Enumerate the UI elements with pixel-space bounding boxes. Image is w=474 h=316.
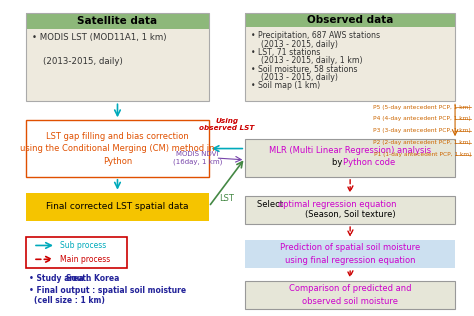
Text: Main process: Main process	[61, 255, 111, 264]
Bar	[26, 13, 209, 29]
Text: P3 (3-day antecedent PCP, 1 km): P3 (3-day antecedent PCP, 1 km)	[373, 128, 471, 133]
Bar	[245, 13, 455, 101]
Text: LST: LST	[219, 194, 235, 203]
Text: (cell size : 1 km): (cell size : 1 km)	[34, 296, 105, 306]
Text: Python code: Python code	[343, 158, 395, 167]
Text: LST gap filling and bias correction
using the Conditional Merging (CM) method in: LST gap filling and bias correction usin…	[20, 131, 215, 166]
Text: P1 (1-day antecedent PCP, 1 km): P1 (1-day antecedent PCP, 1 km)	[374, 152, 471, 157]
Text: (Season, Soil texture): (Season, Soil texture)	[305, 210, 395, 219]
Bar	[245, 13, 455, 27]
Text: MODIS NDVI
(16day, 1 km): MODIS NDVI (16day, 1 km)	[173, 151, 222, 165]
Text: P4 (4-day antecedent PCP, 1 km): P4 (4-day antecedent PCP, 1 km)	[373, 117, 471, 121]
Text: • LST, 71 stations: • LST, 71 stations	[251, 48, 320, 57]
Text: (2013-2015, daily): (2013-2015, daily)	[32, 58, 122, 66]
Bar	[245, 196, 455, 224]
Text: • Precipitation, 687 AWS stations: • Precipitation, 687 AWS stations	[251, 31, 380, 40]
Text: Observed data: Observed data	[307, 15, 393, 25]
Text: (2013 - 2015, daily): (2013 - 2015, daily)	[251, 40, 337, 49]
Text: MLR (Multi Linear Regression) analysis: MLR (Multi Linear Regression) analysis	[269, 146, 431, 155]
Text: • Soil map (1 km): • Soil map (1 km)	[251, 82, 320, 90]
Text: (2013 - 2015, daily, 1 km): (2013 - 2015, daily, 1 km)	[251, 56, 362, 65]
Text: • MODIS LST (MOD11A1, 1 km): • MODIS LST (MOD11A1, 1 km)	[32, 33, 166, 42]
Text: optimal regression equation: optimal regression equation	[278, 200, 396, 209]
Text: • Study area :: • Study area :	[28, 274, 91, 283]
Bar	[26, 13, 209, 101]
Text: Final corrected LST spatial data: Final corrected LST spatial data	[46, 202, 189, 211]
Bar	[245, 139, 455, 177]
Text: • Soil moisture, 58 stations: • Soil moisture, 58 stations	[251, 65, 357, 74]
Bar	[26, 120, 209, 177]
Text: Select: Select	[256, 200, 285, 209]
Text: Prediction of spatial soil moisture
using final regression equation: Prediction of spatial soil moisture usin…	[280, 243, 420, 265]
Text: (2013 - 2015, daily): (2013 - 2015, daily)	[251, 73, 337, 82]
Bar	[245, 281, 455, 309]
Bar	[26, 29, 209, 101]
Text: Comparison of predicted and
observed soil moisture: Comparison of predicted and observed soi…	[289, 284, 411, 306]
Text: South Korea: South Korea	[66, 274, 120, 283]
Text: Using
observed LST: Using observed LST	[199, 118, 255, 131]
Text: • Final output : spatial soil moisture: • Final output : spatial soil moisture	[28, 286, 186, 295]
Bar	[26, 237, 127, 268]
Bar	[26, 193, 209, 221]
Bar	[245, 27, 455, 101]
Text: by: by	[332, 158, 345, 167]
Text: Sub process: Sub process	[61, 241, 107, 250]
Text: P5 (5-day antecedent PCP, 1 km): P5 (5-day antecedent PCP, 1 km)	[373, 105, 471, 110]
Text: P2 (2-day antecedent PCP, 1 km): P2 (2-day antecedent PCP, 1 km)	[373, 140, 471, 145]
Text: Satellite data: Satellite data	[77, 16, 157, 26]
Bar	[245, 240, 455, 268]
